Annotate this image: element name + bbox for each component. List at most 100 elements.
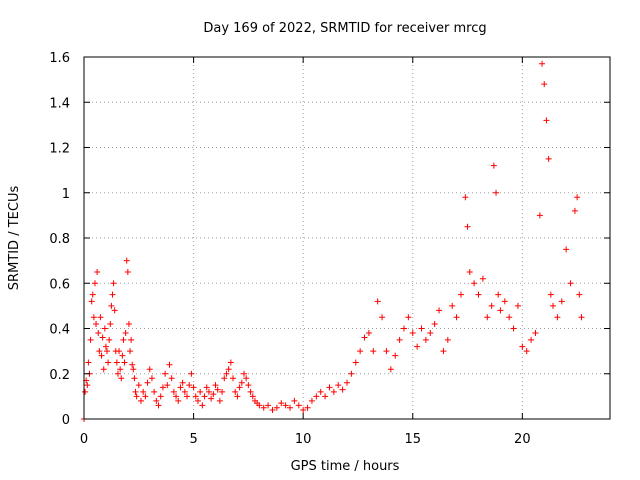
data-point [121, 359, 128, 366]
data-point [344, 379, 350, 386]
data-point [101, 325, 108, 332]
data-point [168, 375, 175, 382]
data-point [543, 117, 550, 124]
data-point [221, 375, 228, 382]
data-point [90, 314, 97, 321]
data-point [431, 320, 438, 327]
data-point [436, 307, 443, 314]
data-point [361, 334, 368, 341]
data-point [214, 386, 221, 393]
data-point [210, 391, 217, 398]
data-point [571, 207, 578, 214]
x-tick-label: 15 [404, 432, 421, 447]
data-point [97, 314, 104, 321]
data-point [197, 388, 204, 395]
data-point [107, 320, 114, 327]
data-point [422, 336, 429, 343]
data-point [94, 268, 101, 275]
data-point [440, 348, 447, 355]
data-point [203, 384, 210, 391]
data-point [175, 397, 182, 404]
data-point [131, 375, 138, 382]
data-point [528, 336, 535, 343]
data-point [365, 330, 372, 337]
data-point [484, 314, 491, 321]
data-point [400, 325, 407, 332]
y-tick-label: 1.2 [49, 142, 70, 157]
plot-frame [83, 56, 611, 420]
data-point [247, 388, 254, 395]
data-point [181, 388, 188, 395]
data-point [304, 404, 311, 411]
data-point [135, 382, 142, 389]
data-point [488, 302, 495, 309]
data-point [464, 223, 471, 230]
data-point [326, 384, 333, 391]
data-point [567, 280, 574, 287]
data-point [392, 352, 399, 359]
data-point [409, 330, 416, 337]
data-point [170, 388, 177, 395]
data-point [201, 393, 208, 400]
data-point [532, 330, 539, 337]
data-point [240, 370, 247, 377]
data-point [85, 359, 92, 366]
data-point [497, 307, 504, 314]
data-point [493, 189, 500, 196]
data-point [142, 393, 149, 400]
data-point [199, 402, 206, 409]
data-points [81, 60, 585, 422]
data-point [490, 162, 497, 169]
data-point [230, 375, 237, 382]
data-point [370, 348, 377, 355]
x-axis-label: GPS time / hours [291, 459, 400, 474]
data-point [96, 348, 103, 355]
data-point [93, 320, 100, 327]
data-point [506, 314, 513, 321]
data-point [114, 370, 121, 377]
data-point [140, 388, 147, 395]
data-point [98, 352, 105, 359]
y-axis-label: SRMTID / TECUs [7, 186, 22, 291]
axis-ticks [83, 56, 610, 420]
data-point [471, 280, 478, 287]
data-point [317, 388, 324, 395]
y-tick-label: 0.2 [49, 368, 70, 383]
data-point [99, 334, 106, 341]
data-point [146, 366, 153, 373]
data-point [300, 406, 307, 413]
data-point [539, 60, 546, 67]
data-point [105, 359, 112, 366]
data-point [514, 302, 521, 309]
data-point [457, 291, 464, 298]
data-point [151, 388, 158, 395]
data-point [91, 280, 98, 287]
data-point [238, 379, 245, 386]
data-point [576, 291, 583, 298]
data-point [282, 402, 289, 409]
data-point [479, 275, 486, 282]
data-point [554, 314, 561, 321]
data-point [164, 382, 171, 389]
data-point [558, 298, 565, 305]
data-point [405, 314, 412, 321]
data-point [223, 370, 230, 377]
data-point [444, 336, 451, 343]
data-point [466, 268, 473, 275]
data-point [122, 330, 129, 337]
data-point [260, 404, 267, 411]
data-point [117, 366, 124, 373]
data-point [162, 370, 169, 377]
data-point [137, 397, 144, 404]
data-point [495, 291, 502, 298]
data-point [278, 400, 285, 407]
data-point [308, 397, 315, 404]
data-point [116, 348, 123, 355]
data-point [123, 257, 130, 264]
data-point [186, 382, 193, 389]
data-point [128, 336, 135, 343]
data-point [102, 343, 109, 350]
data-point [269, 406, 276, 413]
data-point [227, 359, 234, 366]
